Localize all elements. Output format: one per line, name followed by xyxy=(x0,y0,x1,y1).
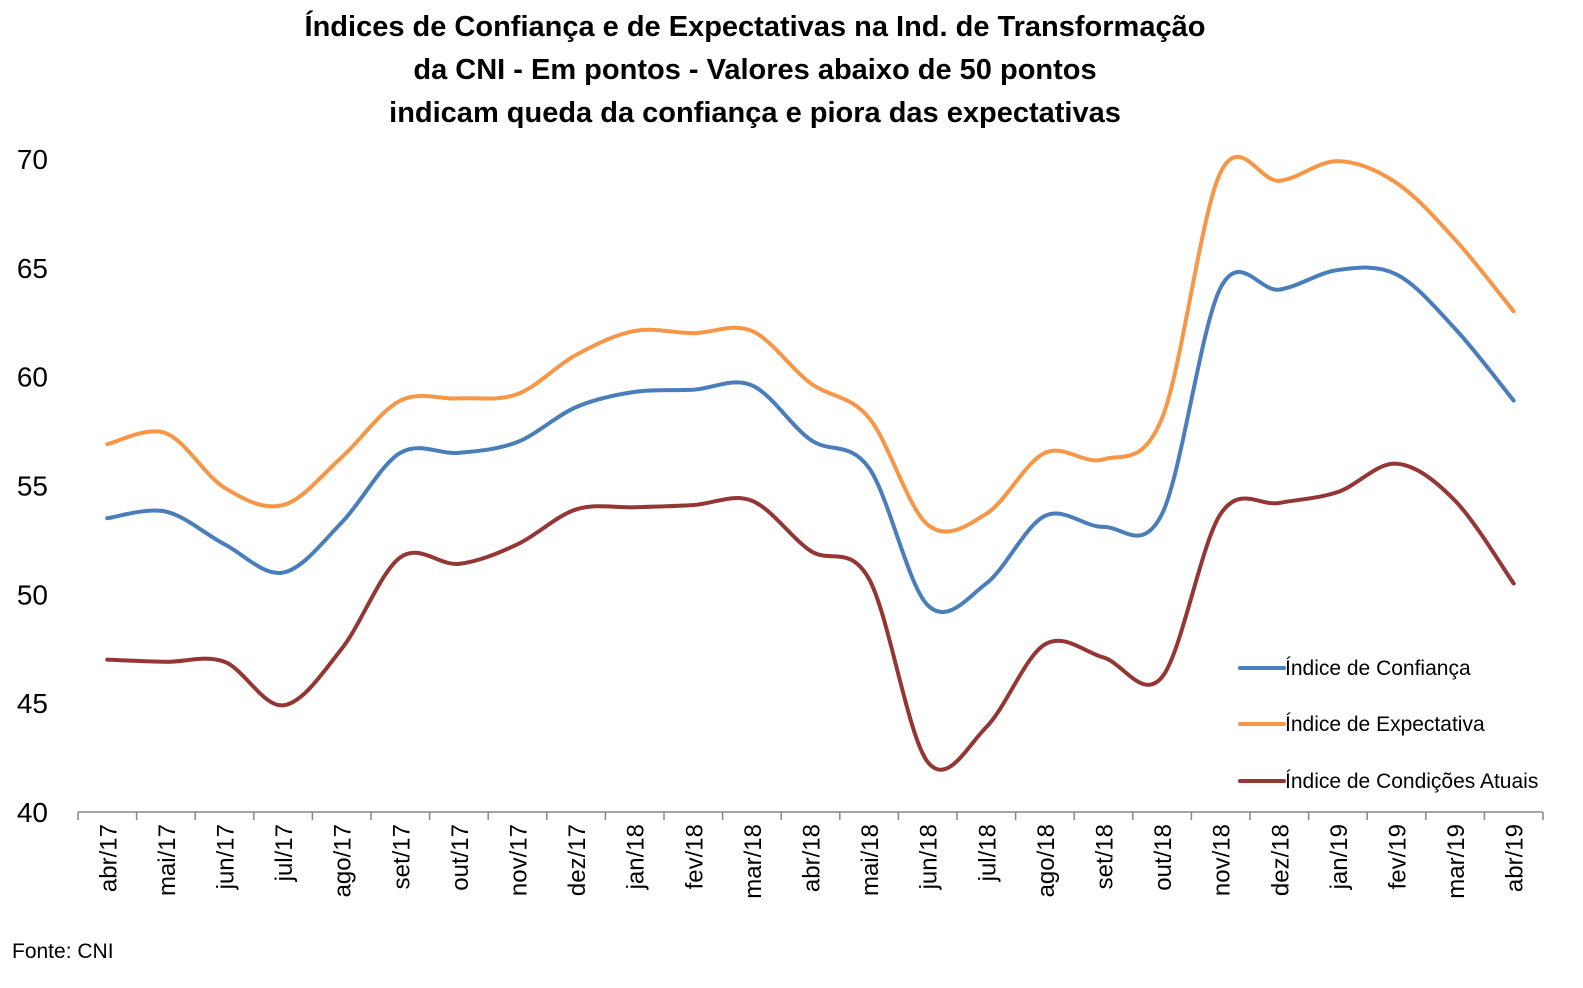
y-tick-label: 45 xyxy=(17,688,48,719)
legend-label-3: Índice de Condições Atuais xyxy=(1285,770,1538,793)
x-tick-label: jun/18 xyxy=(916,824,943,890)
x-tick-label: abr/18 xyxy=(799,824,826,892)
x-tick-label: fev/18 xyxy=(681,824,708,889)
source-note: Fonte: CNI xyxy=(12,940,114,963)
x-tick-label: dez/17 xyxy=(564,824,591,896)
y-tick-label: 60 xyxy=(17,362,48,393)
x-tick-label: abr/17 xyxy=(95,824,122,892)
chart-title-line-1: Índices de Confiança e de Expectativas n… xyxy=(304,11,1206,43)
legend-label-2: Índice de Expectativa xyxy=(1285,713,1485,736)
x-tick-label: nov/17 xyxy=(506,824,533,896)
x-tick-label: abr/19 xyxy=(1502,824,1529,892)
chart-title-line-3: indicam queda da confiança e piora das e… xyxy=(389,97,1121,129)
series-line-3 xyxy=(105,461,1516,772)
series-line-2 xyxy=(105,154,1516,534)
series-line-1 xyxy=(105,265,1516,614)
chart-title-line-2: da CNI - Em pontos - Valores abaixo de 5… xyxy=(413,54,1097,86)
y-tick-label: 50 xyxy=(17,579,48,610)
x-tick-label: set/17 xyxy=(388,824,415,889)
y-tick-label: 40 xyxy=(17,797,48,828)
x-tick-label: dez/18 xyxy=(1267,824,1294,896)
legend-label-1: Índice de Confiança xyxy=(1285,657,1471,680)
x-tick-label: mar/19 xyxy=(1443,824,1470,899)
x-tick-label: nov/18 xyxy=(1209,824,1236,896)
y-tick-label: 65 xyxy=(17,253,48,284)
x-tick-label: ago/17 xyxy=(330,824,357,897)
chart-title: Índices de Confiança e de Expectativas n… xyxy=(0,6,1510,135)
x-tick-label: mar/18 xyxy=(740,824,767,899)
x-tick-label: mai/17 xyxy=(154,824,181,896)
y-tick-label: 55 xyxy=(17,471,48,502)
x-tick-label: jun/17 xyxy=(213,824,240,890)
x-tick-label: set/18 xyxy=(1092,824,1119,889)
x-tick-label: mai/18 xyxy=(857,824,884,896)
x-tick-label: jan/18 xyxy=(623,824,650,890)
x-tick-label: jul/17 xyxy=(271,824,298,882)
y-tick-label: 70 xyxy=(17,144,48,175)
x-tick-label: out/18 xyxy=(1150,824,1177,891)
x-tick-label: jul/18 xyxy=(974,824,1001,882)
x-tick-label: ago/18 xyxy=(1033,824,1060,897)
x-tick-label: jan/19 xyxy=(1326,824,1353,890)
x-tick-label: fev/19 xyxy=(1385,824,1412,889)
x-tick-label: out/17 xyxy=(447,824,474,891)
